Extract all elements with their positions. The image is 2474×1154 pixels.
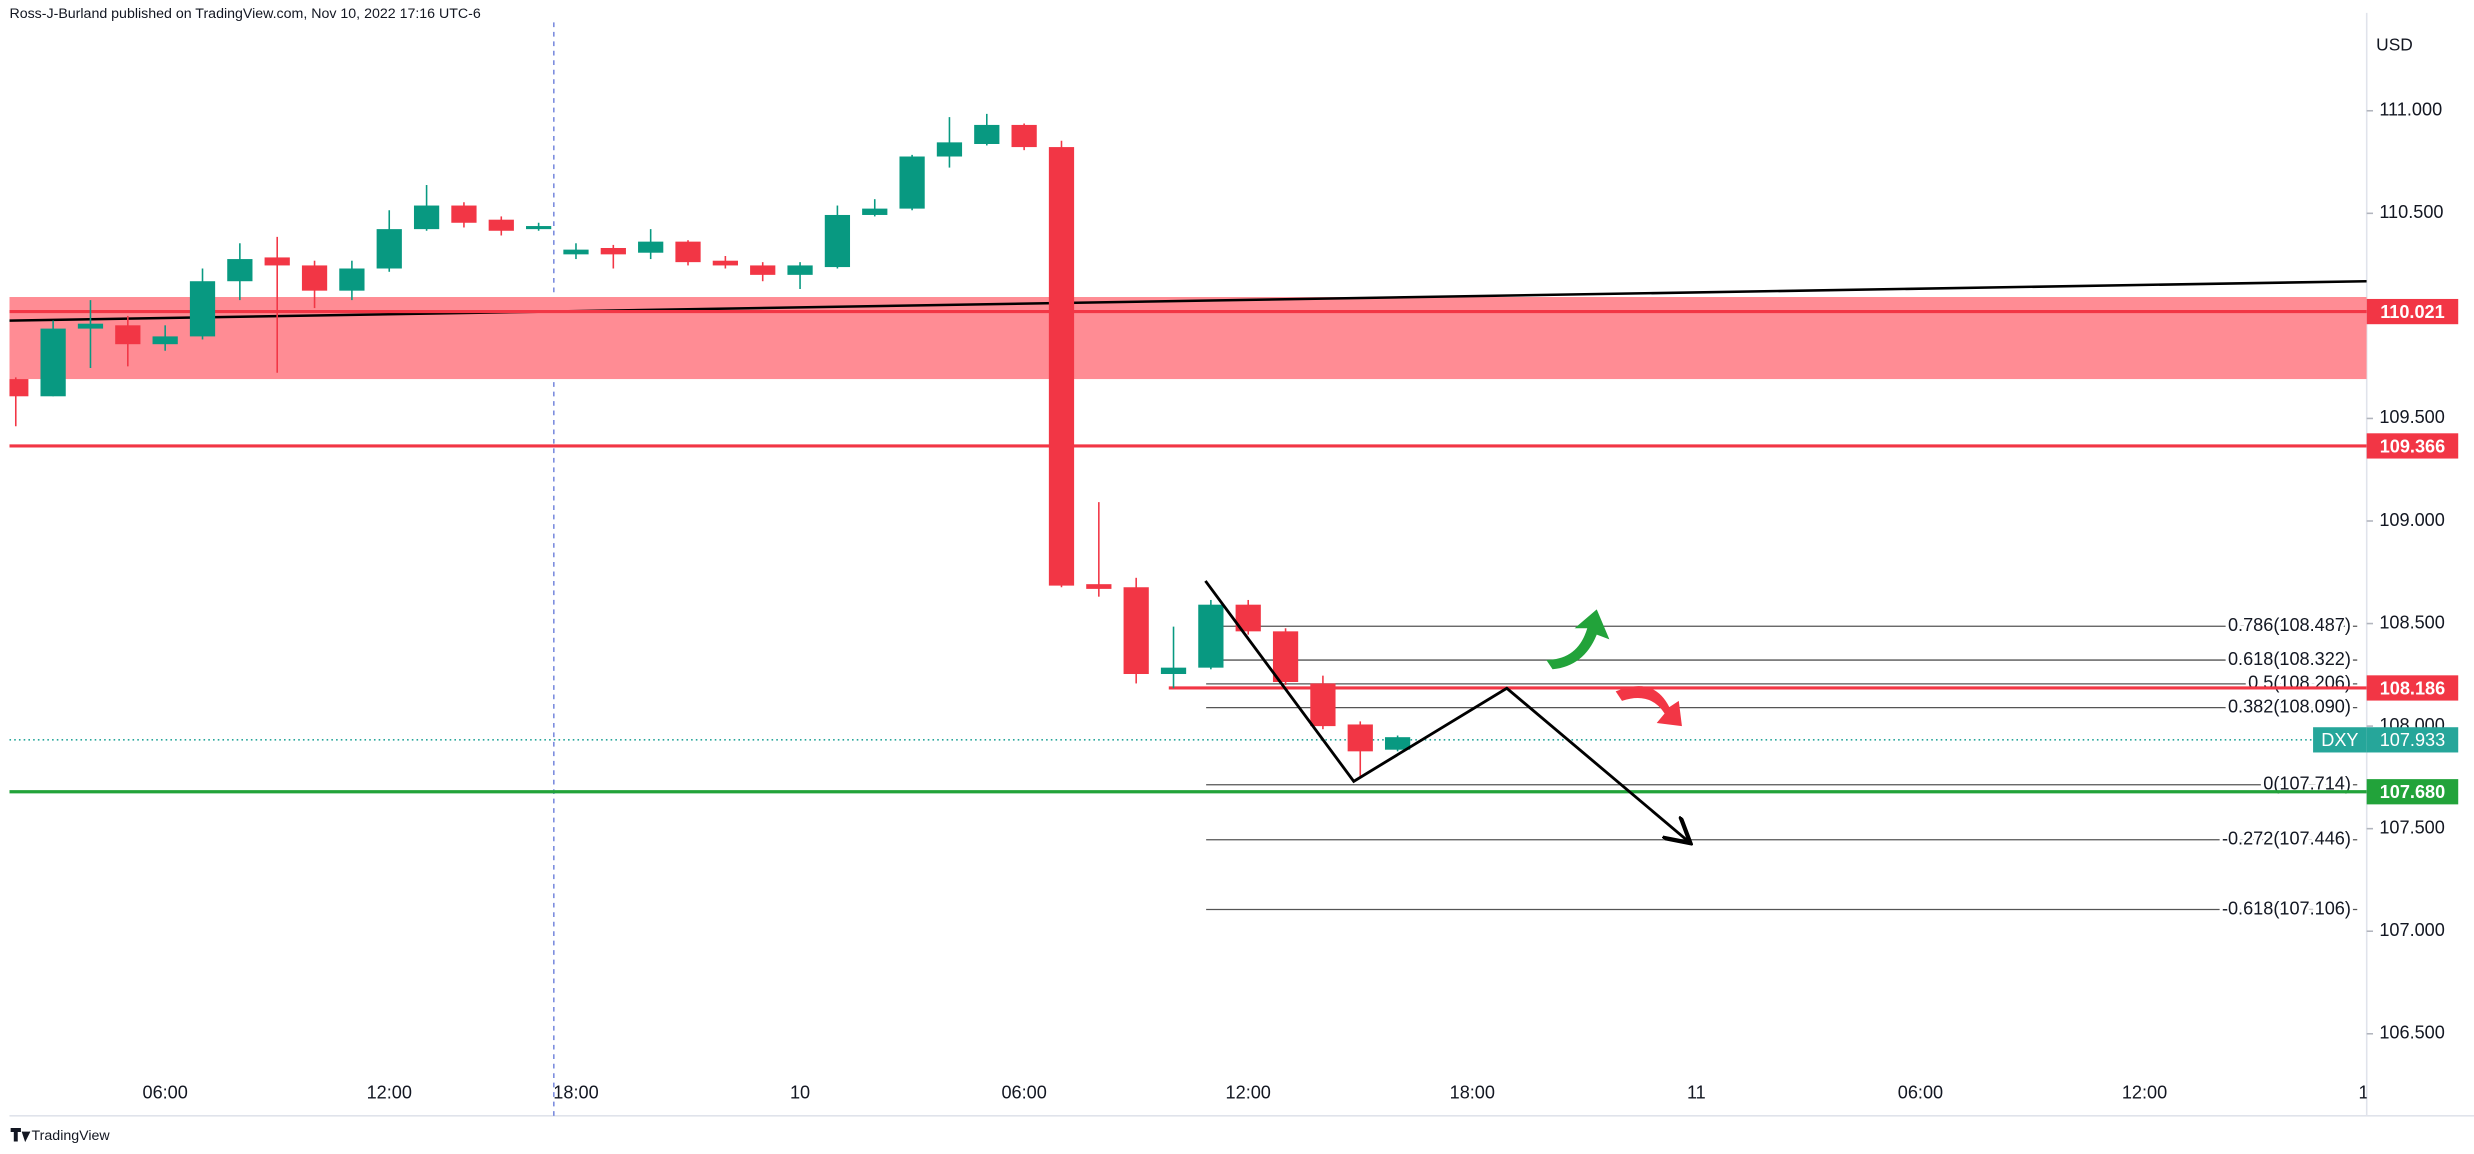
symbol-tag xyxy=(2313,727,2367,753)
candle-body xyxy=(1048,147,1075,586)
candle-body xyxy=(1160,667,1187,675)
fib-label: 0(107.714) xyxy=(2263,774,2351,794)
candle-body xyxy=(750,265,776,275)
fib-label: 0.382(108.090) xyxy=(2228,696,2351,716)
candle-body xyxy=(152,336,178,345)
candle-body xyxy=(824,214,851,268)
y-tick-label: 107.000 xyxy=(2379,920,2445,940)
x-tick-label: 18:00 xyxy=(553,1083,598,1103)
y-tick-label: 109.500 xyxy=(2379,407,2445,427)
candle-body xyxy=(1086,584,1112,589)
publisher-note: Ross-J-Burland published on TradingView.… xyxy=(9,6,480,22)
candle-body xyxy=(9,379,29,397)
price-tag xyxy=(2366,433,2459,459)
x-tick-label: 13 xyxy=(2359,1083,2379,1103)
axes: 106.500107.000107.500108.000108.500109.0… xyxy=(2313,100,2459,1043)
candle-body xyxy=(899,156,925,209)
y-tick-label: 107.500 xyxy=(2379,817,2445,837)
fib-label: 0.786(108.487) xyxy=(2228,615,2351,635)
candle-body xyxy=(339,268,365,291)
trendline xyxy=(9,279,2367,322)
candle-body xyxy=(1384,737,1411,750)
plot: 06:00 12:00 18:00 10 06:00 12:00 18:00 11 06:00 1… xyxy=(9,113,2379,1103)
candle-body xyxy=(1011,124,1037,148)
footer-brand: TradingView xyxy=(32,1128,111,1144)
candle-body xyxy=(227,259,253,282)
candle-body xyxy=(936,142,963,157)
price-tag xyxy=(2366,727,2459,753)
symbol-tag-label: DXY xyxy=(2321,730,2358,750)
candle-body xyxy=(488,219,514,231)
bullish-arrow xyxy=(1546,609,1610,670)
y-tick-label: 108.500 xyxy=(2379,612,2445,632)
y-tick-label: 109.000 xyxy=(2379,510,2445,530)
x-tick-label: 18:00 xyxy=(1450,1083,1495,1103)
y-tick-label: 111.000 xyxy=(2379,100,2442,120)
candle-body xyxy=(712,260,738,266)
candle-body xyxy=(675,241,701,263)
y-tick-label: 110.500 xyxy=(2379,202,2443,222)
candle-body xyxy=(1310,683,1336,727)
candle-body xyxy=(600,247,626,255)
price-tag xyxy=(2366,779,2459,805)
candle-body xyxy=(115,325,141,345)
candle-body xyxy=(787,265,813,275)
x-tick-label: 06:00 xyxy=(1001,1083,1046,1103)
candle-body xyxy=(77,323,104,329)
drawings xyxy=(1204,580,1688,841)
candle-body xyxy=(1123,587,1149,675)
price-tag xyxy=(2366,675,2459,701)
fib-label: -0.272(107.446) xyxy=(2222,829,2351,849)
x-tick-label: 11 xyxy=(1687,1083,1706,1103)
candle-body xyxy=(563,249,589,255)
price-tag-label: 107.680 xyxy=(2380,782,2446,802)
fib-label: 0.5(108.206) xyxy=(2248,673,2351,693)
x-tick-label: 12:00 xyxy=(2122,1083,2167,1103)
price-tag-label: 109.366 xyxy=(2380,436,2446,456)
candle-body xyxy=(862,208,888,215)
price-tag-label: 110.021 xyxy=(2380,302,2445,322)
price-tag-label: 108.186 xyxy=(2380,678,2446,698)
candle-body xyxy=(526,226,552,230)
price-tag xyxy=(2366,298,2459,325)
brand-logo xyxy=(10,1128,31,1143)
x-tick-label: 06:00 xyxy=(142,1083,187,1103)
candle-body xyxy=(1198,604,1224,668)
candle-body xyxy=(1347,724,1373,752)
candle-body xyxy=(413,205,440,230)
x-tick-label: 12:00 xyxy=(1226,1083,1271,1103)
candle-body xyxy=(1272,631,1299,683)
price-tag-label: 107.933 xyxy=(2380,730,2446,750)
candle-body xyxy=(974,124,1000,145)
x-tick-label: 06:00 xyxy=(1898,1083,1943,1103)
candle-body xyxy=(301,265,328,291)
x-tick-label: 10 xyxy=(790,1083,810,1103)
candle-body xyxy=(40,328,66,397)
candle-body xyxy=(451,205,477,223)
candle-body xyxy=(638,241,664,253)
fib-label: 0.618(108.322) xyxy=(2228,649,2351,669)
bearish-arrow xyxy=(1615,686,1682,727)
candle-body xyxy=(189,281,216,337)
projection-path xyxy=(1204,580,1688,841)
candle-body xyxy=(264,257,290,266)
candle-body xyxy=(376,229,402,269)
y-axis-title: USD xyxy=(2376,35,2413,55)
y-tick-label: 106.500 xyxy=(2379,1023,2445,1043)
x-tick-label: 12:00 xyxy=(367,1083,412,1103)
resistance-zone xyxy=(9,297,2367,380)
fib-label: -0.618(107.106) xyxy=(2222,898,2351,918)
